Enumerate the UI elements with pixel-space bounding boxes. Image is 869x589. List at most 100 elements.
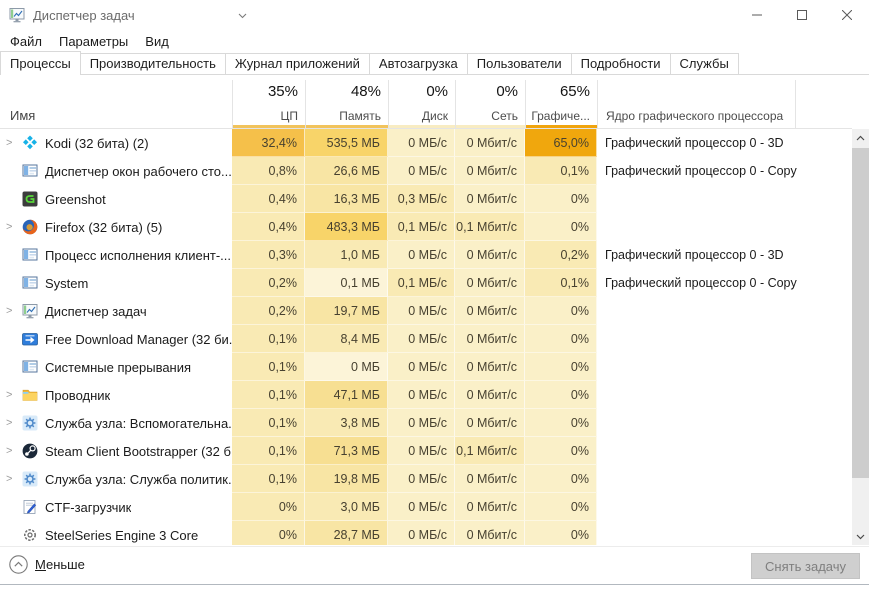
memory-cell: 0 МБ [305,353,388,381]
gpu-cell: 65,0% [525,129,597,157]
task-manager-app-icon [9,7,25,23]
tab-6[interactable]: Подробности [570,53,671,74]
process-name-cell[interactable]: > Процесс исполнения клиент-... [0,241,232,269]
tab-1[interactable]: Процессы [0,51,81,75]
column-percent: 35% [267,83,298,100]
process-name-cell[interactable]: > Диспетчер задач [0,297,232,325]
process-name: Процесс исполнения клиент-... [45,247,231,263]
network-cell: 0 Мбит/с [455,241,525,269]
gpu-engine-cell [597,437,795,465]
column-header[interactable]: 0% Сеть [455,80,525,128]
column-percent [796,80,847,83]
maximize-button[interactable] [779,0,824,30]
gpu-engine-cell: Графический процессор 0 - Copy [597,157,797,185]
process-name-cell[interactable]: > Firefox (32 бита) (5) [0,213,232,241]
gpu-cell: 0% [525,353,597,381]
column-header[interactable]: 65% Графиче... [525,80,597,128]
taskmgr-icon [22,303,38,319]
process-row[interactable]: > CTF-загрузчик 0% 3,0 МБ 0 МБ/с 0 Мбит/… [0,493,852,521]
process-row[interactable]: > Firefox (32 бита) (5) 0,4% 483,3 МБ 0,… [0,213,852,241]
process-name: CTF-загрузчик [45,499,132,515]
process-row[interactable]: > Проводник 0,1% 47,1 МБ 0 МБ/с 0 Мбит/с… [0,381,852,409]
network-cell: 0,1 Мбит/с [455,213,525,241]
process-name-cell[interactable]: > Kodi (32 бита) (2) [0,129,232,157]
network-cell: 0 Мбит/с [455,521,525,545]
process-row[interactable]: > Greenshot 0,4% 16,3 МБ 0,3 МБ/с 0 Мбит… [0,185,852,213]
expand-chevron-icon[interactable]: > [6,417,13,429]
tab-4[interactable]: Автозагрузка [368,53,468,74]
process-row[interactable]: > Системные прерывания 0,1% 0 МБ 0 МБ/с … [0,353,852,381]
gpu-cell: 0,1% [525,157,597,185]
process-name-cell[interactable]: > Проводник [0,381,232,409]
column-heat-underline [233,125,305,128]
process-row[interactable]: > Служба узла: Служба политик... 0,1% 19… [0,465,852,493]
disk-cell: 0 МБ/с [388,297,455,325]
scrollbar-thumb[interactable] [852,148,869,478]
disk-cell: 0 МБ/с [388,157,455,185]
process-row[interactable]: > Процесс исполнения клиент-... 0,3% 1,0… [0,241,852,269]
expand-chevron-icon[interactable]: > [6,305,13,317]
disk-cell: 0,1 МБ/с [388,269,455,297]
disk-cell: 0 МБ/с [388,381,455,409]
expand-chevron-icon[interactable]: > [6,473,13,485]
scroll-up-icon[interactable] [852,129,869,146]
tab-5[interactable]: Пользователи [466,53,572,74]
process-name-cell[interactable]: > Служба узла: Служба политик... [0,465,232,493]
process-name-cell[interactable]: > SteelSeries Engine 3 Core [0,521,232,545]
process-row[interactable]: > Kodi (32 бита) (2) 32,4% 535,5 МБ 0 МБ… [0,129,852,157]
process-name-cell[interactable]: > Диспетчер окон рабочего сто... [0,157,232,185]
scroll-down-icon[interactable] [852,528,869,545]
close-button[interactable] [824,0,869,30]
memory-cell: 483,3 МБ [305,213,388,241]
column-header[interactable]: Ядро графического процессора [597,80,795,128]
memory-cell: 71,3 МБ [305,437,388,465]
tab-7[interactable]: Службы [669,53,739,74]
process-name-cell[interactable]: > Steam Client Bootstrapper (32 б... [0,437,232,465]
process-row[interactable]: > Служба узла: Вспомогательна... 0,1% 3,… [0,409,852,437]
process-name-cell[interactable]: > CTF-загрузчик [0,493,232,521]
process-name-cell[interactable]: > Greenshot [0,185,232,213]
process-name: Служба узла: Служба политик... [45,471,232,487]
title-bar[interactable]: Диспетчер задач [0,0,869,30]
end-task-button[interactable]: Снять за д ачу [751,553,860,579]
process-row[interactable]: > Диспетчер задач 0,2% 19,7 МБ 0 МБ/с 0 … [0,297,852,325]
process-row[interactable]: > SteelSeries Engine 3 Core 0% 28,7 МБ 0… [0,521,852,545]
expand-chevron-icon[interactable]: > [6,137,13,149]
process-row[interactable]: > Диспетчер окон рабочего сто... 0,8% 26… [0,157,852,185]
column-header-spacer [795,80,847,128]
cpu-cell: 0,2% [232,297,305,325]
disk-cell: 0 МБ/с [388,409,455,437]
column-header[interactable]: 48% Память [305,80,388,128]
process-name-cell[interactable]: > Служба узла: Вспомогательна... [0,409,232,437]
gpu-cell: 0% [525,213,597,241]
disk-cell: 0,1 МБ/с [388,213,455,241]
cpu-cell: 0,1% [232,325,305,353]
expand-chevron-icon[interactable]: > [6,389,13,401]
disk-cell: 0 МБ/с [388,129,455,157]
fewer-details-toggle[interactable]: Меньше [9,555,85,574]
expand-chevron-icon[interactable]: > [6,221,13,233]
menu-item-3[interactable]: Вид [145,33,169,49]
name-column-header[interactable]: Имя [0,80,232,128]
process-name-cell[interactable]: > Free Download Manager (32 би... [0,325,232,353]
menu-item-2[interactable]: Параметры [58,33,129,49]
gear-icon [22,415,38,431]
name-column-label: Имя [10,108,36,123]
process-name-cell[interactable]: > System [0,269,232,297]
process-row[interactable]: > Steam Client Bootstrapper (32 б... 0,1… [0,437,852,465]
menu-item-1[interactable]: Файл [10,33,42,49]
expand-chevron-icon[interactable]: > [6,445,13,457]
column-header[interactable]: 35% ЦП [232,80,305,128]
process-name: Проводник [45,387,111,403]
gpu-engine-cell [597,213,795,241]
process-name-cell[interactable]: > Системные прерывания [0,353,232,381]
minimize-button[interactable] [734,0,779,30]
memory-cell: 3,8 МБ [305,409,388,437]
gpu-cell: 0% [525,521,597,545]
process-row[interactable]: > System 0,2% 0,1 МБ 0,1 МБ/с 0 Мбит/с 0… [0,269,852,297]
tab-3[interactable]: Журнал приложений [224,53,370,74]
column-header[interactable]: 0% Диск [388,80,455,128]
process-row[interactable]: > Free Download Manager (32 би... 0,1% 8… [0,325,852,353]
tab-2[interactable]: Производительность [79,53,226,74]
vertical-scrollbar[interactable] [852,129,869,545]
